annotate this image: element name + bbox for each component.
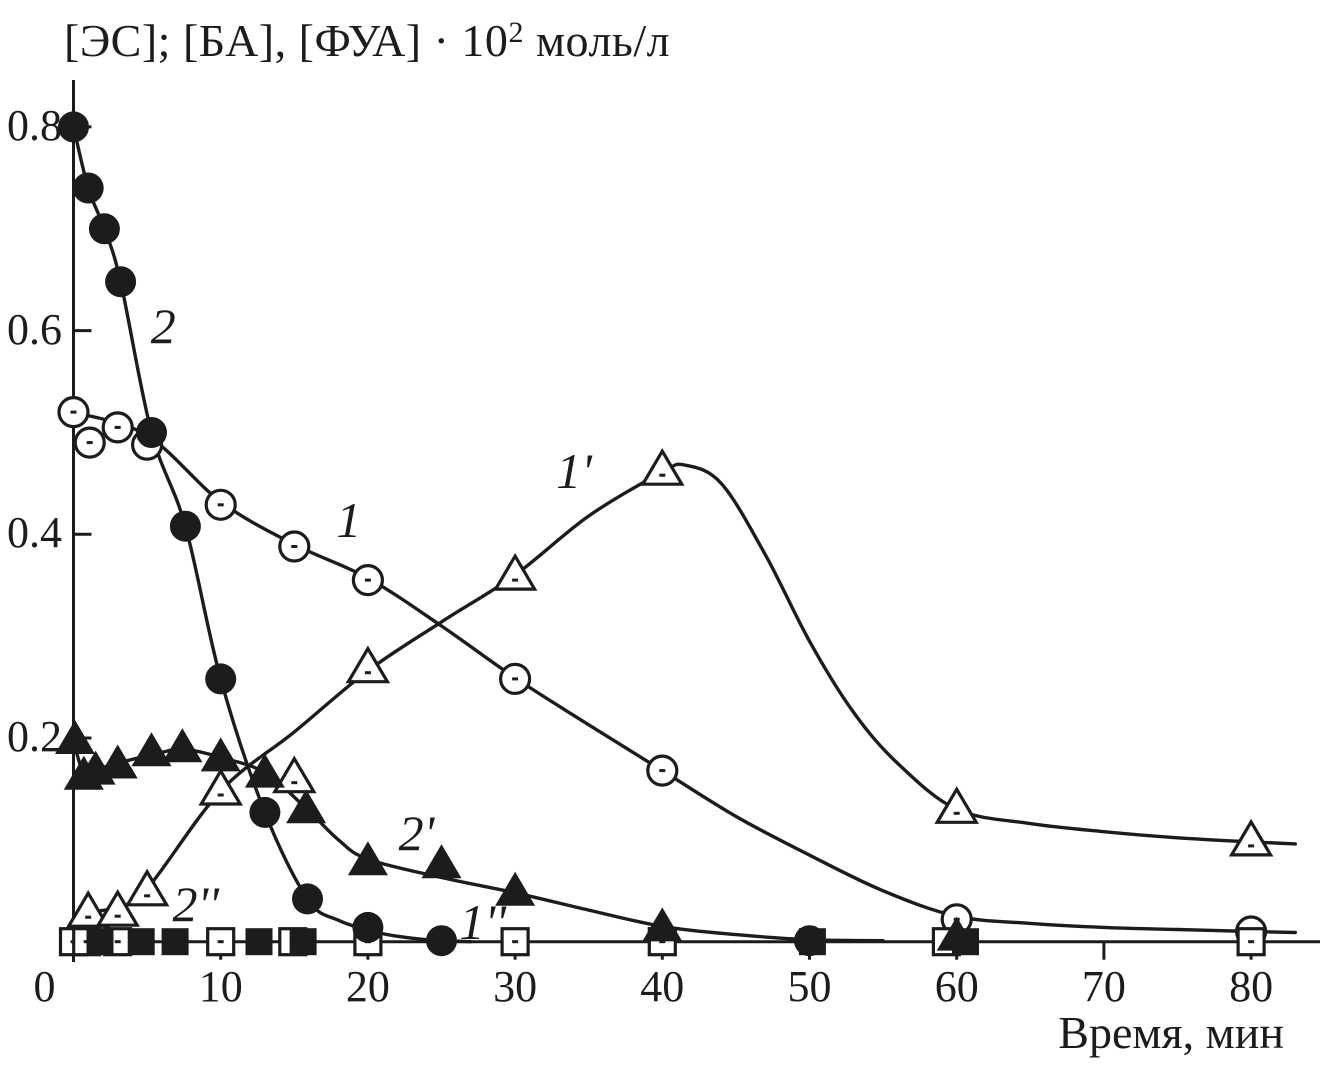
marker-filled-square-series-2'' [245,928,273,956]
y-axis-title-exponent: 2 [508,16,524,49]
marker-open-triangle-dot-series-1' [639,448,685,486]
x-tick-label-10: 10 [198,962,243,1011]
marker-filled-square-series-2'' [798,928,826,956]
marker-open-circle-dot-series-1 [57,396,90,429]
curve-label-1pp: 1'' [459,894,506,951]
marker-open-circle-dot-series-1 [351,563,384,597]
marker-open-triangle-dot-series-1' [124,868,170,907]
marker-filled-triangle-series-2' [131,732,172,767]
marker-filled-triangle-series-2' [244,753,285,788]
x-tick-label-80: 80 [1229,962,1274,1011]
y-tick-label-0.8: 0.8 [7,100,62,150]
marker-filled-circle-series-2 [58,111,89,143]
x-tick-label-60: 60 [934,962,979,1011]
marker-filled-circle-series-2 [426,925,457,957]
marker-open-circle-dot-series-1 [101,411,134,444]
marker-filled-circle-series-2 [249,796,281,828]
marker-open-circle-dot-series-1 [278,530,311,563]
marker-open-square-dot-series-1'' [1236,927,1266,957]
marker-filled-triangle-series-2' [286,789,327,824]
x-tick-label-20: 20 [345,962,390,1011]
marker-open-triangle-dot-series-1' [345,645,391,684]
marker-open-triangle-dot-series-1' [1228,818,1274,857]
marker-open-triangle-dot-series-1' [65,890,111,928]
marker-open-triangle-dot-series-1' [198,767,244,806]
marker-filled-triangle-series-2' [642,907,683,942]
marker-filled-triangle-series-2' [97,744,138,779]
marker-filled-circle-series-2 [205,663,237,695]
marker-filled-circle-series-2 [72,172,104,204]
curve-1p [73,462,1297,942]
marker-filled-square-series-2'' [289,928,317,956]
marker-filled-square-series-2'' [127,928,155,956]
y-tick-label-0.6: 0.6 [7,304,62,354]
marker-filled-circle-series-2 [169,510,201,542]
y-tick-label-0.2: 0.2 [7,712,62,761]
marker-open-triangle-dot-series-1' [271,755,317,794]
marker-open-circle-dot-series-1 [498,662,532,696]
marker-open-triangle-dot-series-1' [492,552,538,591]
curve-label-2: 2 [150,297,176,354]
marker-filled-circle-series-2 [105,266,137,298]
marker-filled-square-series-2'' [86,928,114,956]
marker-open-circle-dot-series-1 [204,488,237,521]
marker-filled-triangle-series-2' [55,720,95,754]
x-tick-label-0: 0 [33,962,56,1011]
marker-filled-circle-series-2 [88,213,120,245]
curve-label-1p: 1' [556,442,592,499]
curve-1 [71,410,1297,935]
marker-open-triangle-dot-series-1' [95,889,141,927]
marker-filled-circle-series-2 [352,911,384,943]
marker-open-square-dot-series-1'' [500,927,530,957]
x-axis-title: Время, мин [1058,1007,1284,1058]
marker-open-circle-dot-series-1 [646,754,679,787]
marker-open-triangle-dot-series-1' [934,786,980,824]
x-tick-label-70: 70 [1081,962,1126,1011]
y-axis-title: [ЭС]; [БА], [ФУА] · 102 моль/л [64,14,670,67]
curve-label-2pp: 2'' [172,875,219,932]
marker-filled-triangle-series-2' [421,844,462,879]
marker-filled-triangle-series-2' [200,737,241,772]
marker-filled-square-series-2'' [952,928,979,956]
curve-label-1: 1 [336,491,362,548]
marker-open-circle-dot-series-1 [73,426,106,459]
x-tick-label-50: 50 [787,962,832,1011]
marker-filled-triangle-series-2' [495,871,536,906]
marker-filled-circle-series-2 [136,417,167,448]
marker-filled-circle-series-2 [292,883,323,915]
marker-open-square-dot-series-1'' [206,927,236,957]
curve-label-2p: 2' [398,804,435,861]
y-axis-title-units: моль/л [523,15,671,66]
y-axis-title-text: [ЭС]; [БА], [ФУА] · 10 [64,15,509,66]
marker-filled-triangle-series-2' [162,728,203,763]
y-tick-label-0.4: 0.4 [7,508,62,558]
marker-filled-triangle-series-2' [347,841,388,876]
x-tick-label-30: 30 [493,962,538,1011]
marker-filled-square-series-2'' [161,928,189,956]
x-tick-label-40: 40 [640,962,685,1011]
